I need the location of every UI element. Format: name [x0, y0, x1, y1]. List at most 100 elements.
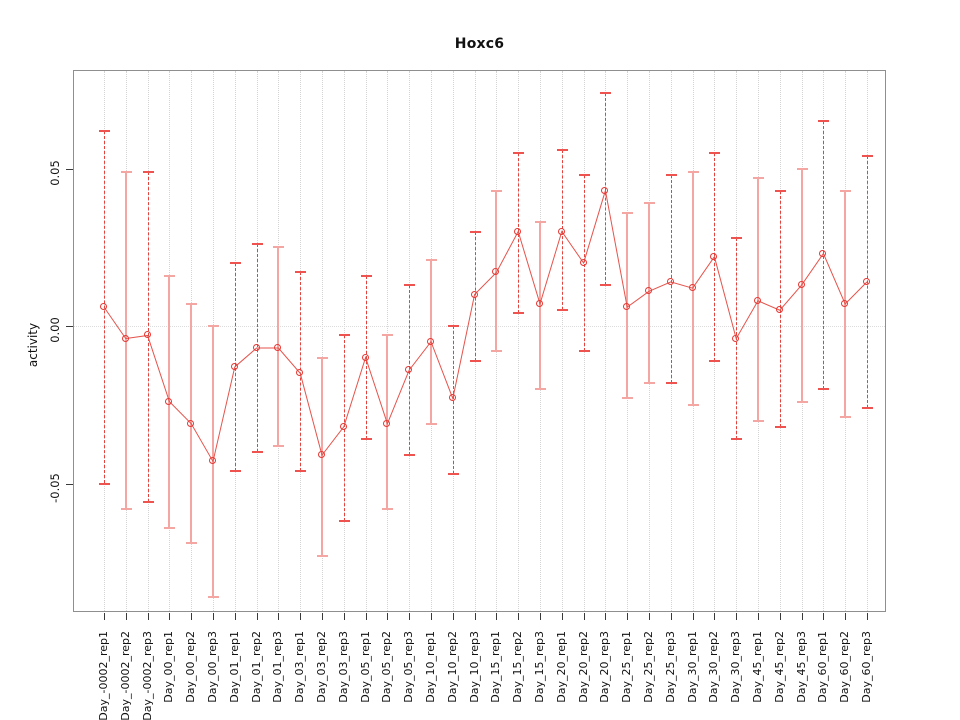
data-point	[645, 287, 652, 295]
error-bar-cap-bottom	[687, 403, 699, 406]
error-bar-cap-bottom	[447, 473, 459, 476]
x-axis-tick	[518, 613, 520, 620]
x-axis-tick	[322, 613, 323, 620]
x-axis-tick	[387, 613, 389, 620]
data-point	[732, 334, 740, 342]
x-axis-tick	[583, 613, 585, 620]
error-bar-cap-top	[469, 230, 481, 233]
data-point	[601, 186, 609, 194]
x-axis-tick	[540, 613, 541, 620]
x-axis-tick	[758, 613, 759, 620]
error-bar-cap-top	[317, 356, 328, 359]
error-bar-cap-bottom	[186, 542, 198, 545]
data-point	[514, 227, 522, 235]
error-bar-cap-bottom	[142, 501, 154, 504]
error-bar-cap-top	[404, 284, 416, 287]
data-point	[819, 249, 827, 257]
data-point	[274, 344, 282, 352]
data-point	[230, 362, 238, 370]
error-bar-cap-top	[644, 202, 655, 205]
y-axis-tick	[66, 326, 73, 327]
x-axis-tick	[104, 613, 105, 620]
error-bar-cap-bottom	[382, 507, 394, 510]
data-point	[754, 296, 761, 304]
error-bar-cap-bottom	[709, 359, 721, 362]
y-axis-tick	[66, 483, 73, 485]
error-bar-cap-bottom	[796, 400, 808, 403]
x-axis-tick	[125, 613, 127, 620]
error-bar-cap-bottom	[164, 526, 176, 529]
error-bar-cap-bottom	[644, 381, 655, 384]
x-axis-tick	[605, 613, 607, 620]
x-axis-tick	[300, 613, 302, 620]
error-bar-cap-bottom	[273, 444, 285, 447]
x-axis-tick	[474, 613, 476, 620]
x-axis-tick	[191, 613, 193, 620]
error-bar-cap-top	[382, 334, 394, 337]
data-point	[165, 397, 173, 405]
x-axis-tick	[627, 613, 629, 620]
error-bar-cap-bottom	[862, 406, 873, 409]
zero-reference-line	[74, 326, 885, 327]
data-point	[470, 290, 478, 298]
error-bar-cap-top	[426, 258, 437, 261]
data-point	[557, 227, 565, 235]
data-point	[666, 277, 674, 285]
plot-area: Day_-0002_rep1 Day_-0002_rep2 Day_-0002_re…	[48, 70, 886, 720]
error-bar-cap-top	[796, 167, 808, 170]
error-bar-cap-top	[273, 246, 285, 249]
error-bar-cap-bottom	[404, 454, 416, 457]
error-bar-cap-top	[295, 271, 307, 274]
data-point	[710, 252, 718, 260]
error-bar-cap-bottom	[229, 469, 241, 472]
error-bar-cap-top	[513, 151, 525, 154]
error-bar-cap-top	[600, 91, 612, 94]
error-bar-cap-bottom	[578, 350, 590, 353]
data-point	[427, 337, 434, 345]
data-point	[405, 366, 413, 374]
x-axis-tick	[234, 613, 236, 620]
data-point	[143, 331, 151, 339]
error-bar-cap-bottom	[317, 554, 328, 557]
error-bar-cap-top	[774, 189, 786, 192]
data-point	[339, 422, 347, 430]
error-bar-cap-top	[818, 120, 830, 123]
error-bar-cap-top	[665, 173, 677, 176]
data-point	[536, 299, 543, 307]
x-axis-tick	[823, 613, 825, 620]
data-point	[688, 284, 696, 292]
error-bar-cap-top	[208, 325, 219, 327]
error-bar-cap-top	[229, 262, 241, 264]
x-axis-tick	[779, 613, 781, 620]
error-bar-cap-top	[251, 243, 263, 246]
error-bar-cap-top	[99, 129, 110, 132]
error-bar-cap-bottom	[731, 438, 743, 441]
data-point	[318, 451, 325, 459]
error-bar-cap-bottom	[426, 422, 437, 425]
x-axis-tick	[561, 613, 563, 620]
x-axis-tick	[409, 613, 411, 620]
data-point	[209, 457, 216, 465]
error-bar-cap-bottom	[360, 438, 372, 441]
data-point	[797, 281, 805, 289]
error-bar-cap-bottom	[556, 309, 568, 312]
data-point	[121, 334, 129, 342]
error-bar-cap-top	[447, 325, 459, 327]
error-bar-cap-bottom	[774, 425, 786, 428]
x-axis-tick	[256, 613, 258, 620]
error-bar-cap-top	[862, 154, 873, 157]
data-point	[841, 299, 849, 307]
error-bar-cap-bottom	[120, 507, 132, 510]
data-point	[383, 419, 391, 427]
error-bar-cap-top	[491, 189, 503, 192]
error-bar-cap-top	[709, 151, 721, 154]
data-point	[361, 353, 369, 361]
error-bar-cap-top	[338, 334, 350, 337]
x-axis-tick	[496, 613, 498, 620]
data-point	[775, 306, 783, 314]
y-axis-tick	[66, 168, 73, 170]
error-bar-cap-top	[360, 274, 372, 277]
error-bar-cap-bottom	[818, 388, 830, 390]
series-line	[103, 190, 868, 463]
data-point	[579, 259, 587, 266]
